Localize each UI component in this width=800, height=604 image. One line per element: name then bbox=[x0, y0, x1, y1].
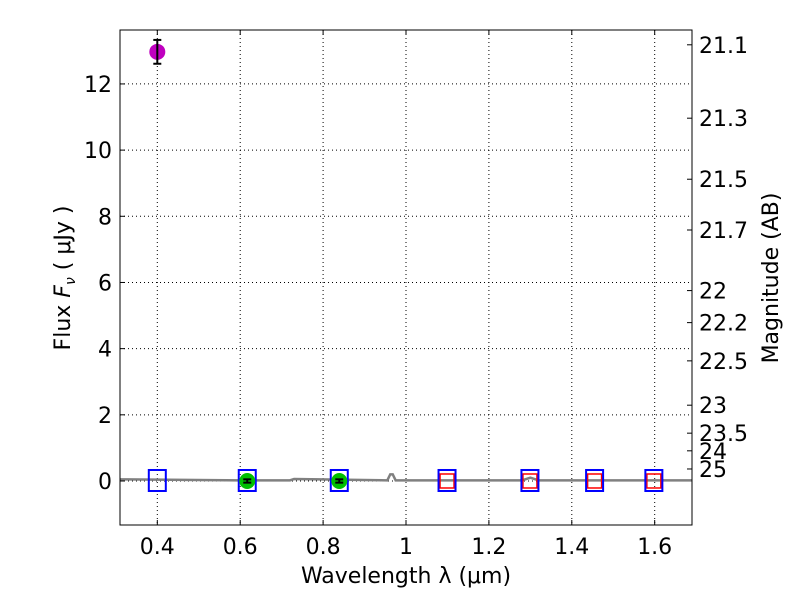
series bbox=[119, 38, 692, 492]
x-tick-label: 1 bbox=[399, 535, 413, 560]
x-axis-label: Wavelength λ (μm) bbox=[301, 564, 511, 589]
filter-box-marker bbox=[237, 468, 257, 492]
mag-tick-label: 22.5 bbox=[699, 350, 748, 375]
model-flux-marker bbox=[586, 473, 603, 489]
filter-box-marker bbox=[585, 468, 605, 492]
y-tick-label: 2 bbox=[98, 404, 112, 429]
x-tick-label: 0.6 bbox=[223, 535, 258, 560]
ticks: 0.4 0.6 0.8 1 1.2 1.4 1.602468101221.121.321.5… bbox=[84, 30, 748, 560]
y-tick-label: 6 bbox=[98, 271, 112, 296]
mag-tick-label: 22 bbox=[699, 280, 727, 305]
mag-tick-label: 21.3 bbox=[699, 107, 748, 132]
filter-box-marker bbox=[329, 468, 349, 492]
y-tick-label: 0 bbox=[98, 470, 112, 495]
x-tick-label: 1.2 bbox=[471, 535, 506, 560]
filter-box-marker bbox=[437, 468, 457, 492]
mag-tick-label: 24 bbox=[699, 440, 727, 465]
model-flux-marker bbox=[439, 473, 455, 489]
y-tick-label: 12 bbox=[84, 73, 112, 98]
y-tick-label: 4 bbox=[98, 338, 112, 363]
x-tick-label: 1.4 bbox=[554, 535, 589, 560]
y-axis-label: Flux Fν ( μJy ) bbox=[51, 206, 79, 351]
x-tick-label: 1.6 bbox=[637, 535, 672, 560]
y2-axis-label: Magnitude (AB) bbox=[759, 193, 784, 364]
filter-box-marker bbox=[147, 468, 167, 492]
model-flux-marker bbox=[522, 473, 538, 489]
model-flux-marker bbox=[646, 473, 662, 489]
mag-tick-label: 22.2 bbox=[699, 312, 748, 337]
mag-tick-label: 21.1 bbox=[699, 34, 748, 59]
mag-tick-label: 21.7 bbox=[699, 219, 748, 244]
y-tick-label: 8 bbox=[98, 205, 112, 230]
x-tick-label: 0.8 bbox=[306, 535, 341, 560]
filter-box-marker bbox=[644, 468, 664, 492]
spectrum-line bbox=[119, 473, 692, 482]
mag-tick-label: 25 bbox=[699, 458, 727, 483]
filter-box-marker bbox=[520, 468, 540, 492]
grid bbox=[120, 30, 692, 525]
x-tick-label: 0.4 bbox=[140, 535, 175, 560]
mag-tick-label: 23 bbox=[699, 394, 727, 419]
mag-tick-label: 23.5 bbox=[699, 422, 748, 447]
mag-tick-label: 21.5 bbox=[699, 168, 748, 193]
y-tick-label: 10 bbox=[84, 139, 112, 164]
